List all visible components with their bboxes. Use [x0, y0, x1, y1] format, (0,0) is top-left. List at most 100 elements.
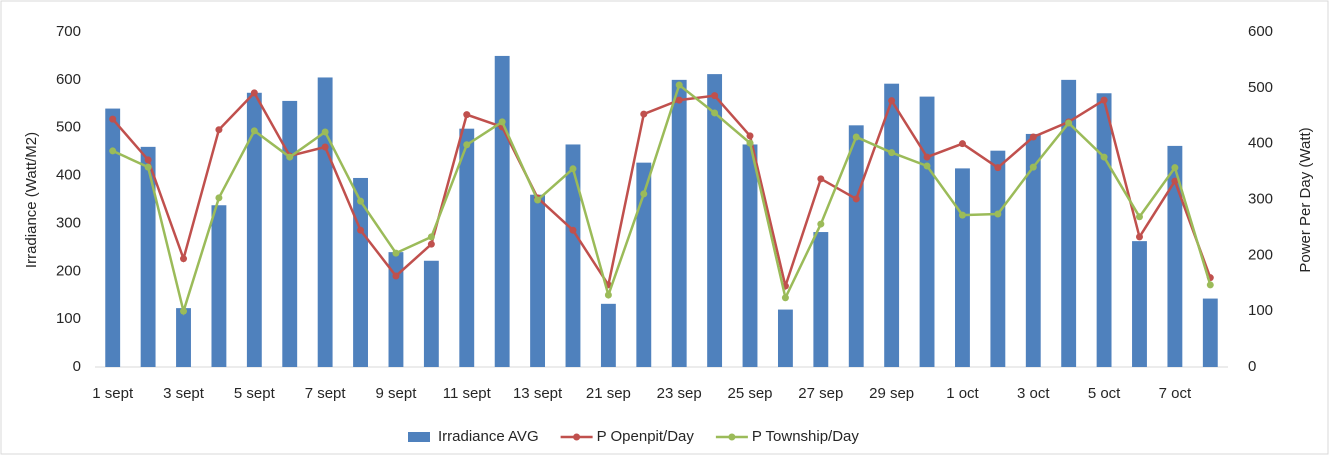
bar — [494, 55, 510, 368]
line-marker — [923, 153, 931, 161]
bar — [1025, 133, 1041, 367]
line-marker — [994, 210, 1002, 218]
line-marker — [1135, 213, 1143, 221]
line-marker — [675, 81, 683, 89]
line-marker — [250, 89, 258, 97]
bar — [530, 194, 546, 367]
line-marker — [852, 195, 860, 203]
bar — [282, 100, 298, 368]
line-marker — [357, 226, 365, 234]
line-marker — [640, 110, 648, 118]
y-tick-label: 200 — [56, 262, 81, 279]
line-marker — [215, 126, 223, 134]
y2-tick-label: 0 — [1248, 358, 1256, 375]
line-marker — [711, 92, 719, 100]
line-marker — [1065, 119, 1073, 127]
line-marker — [852, 133, 860, 141]
line-marker — [321, 143, 329, 151]
x-tick-label: 23 sep — [657, 385, 702, 402]
line-marker — [746, 139, 754, 147]
legend-swatch — [408, 432, 430, 442]
bar — [813, 232, 829, 367]
line-marker — [604, 291, 612, 299]
y-tick-label: 300 — [56, 214, 81, 231]
x-tick-label: 27 sep — [798, 385, 843, 402]
bar — [1096, 93, 1112, 367]
line-marker — [109, 147, 117, 155]
line-marker — [675, 96, 683, 104]
line-marker — [357, 197, 365, 205]
line-marker — [746, 132, 754, 140]
line-marker — [144, 156, 152, 164]
bar — [140, 146, 156, 367]
y-tick-label: 500 — [56, 119, 81, 136]
bar — [600, 303, 616, 367]
bar — [1061, 79, 1077, 367]
line-marker — [144, 163, 152, 171]
line-series — [112, 82, 1212, 316]
bar — [742, 144, 758, 367]
line-marker — [994, 164, 1002, 172]
line-marker — [180, 255, 188, 263]
legend-swatch — [728, 433, 736, 441]
x-tick-label: 11 sept — [443, 385, 492, 402]
line-marker — [569, 165, 577, 173]
legend-label: P Township/Day — [752, 428, 860, 445]
line-marker — [321, 128, 329, 136]
line-marker — [215, 194, 223, 202]
bar — [353, 177, 368, 367]
line-marker — [958, 140, 966, 148]
x-tick-label: 9 sept — [376, 385, 418, 402]
x-tick-label: 3 oct — [1017, 385, 1050, 402]
line-series — [111, 90, 1212, 291]
line-marker — [1206, 281, 1214, 289]
y2-axis-title: Power Per Day (Watt) — [1297, 127, 1314, 272]
y-tick-label: 700 — [56, 23, 81, 40]
line-marker — [781, 294, 789, 302]
bar — [955, 168, 970, 367]
line-marker — [1029, 133, 1037, 141]
line-marker — [1029, 163, 1037, 171]
y2-tick-label: 200 — [1248, 246, 1273, 263]
bar — [1167, 145, 1183, 367]
legend-label: Irradiance AVG — [438, 428, 539, 445]
bar — [105, 108, 121, 368]
x-tick-label: 7 sept — [305, 385, 347, 402]
line-marker — [958, 211, 966, 219]
bar — [176, 308, 191, 367]
x-tick-label: 1 sept — [92, 385, 134, 402]
x-tick-label: 21 sep — [586, 385, 631, 402]
bar — [919, 96, 935, 367]
line-marker — [1171, 177, 1179, 185]
y-tick-label: 100 — [56, 310, 81, 327]
bar — [211, 205, 227, 367]
y2-tick-label: 400 — [1248, 135, 1273, 152]
legend-label: P Openpit/Day — [597, 428, 695, 445]
line-marker — [463, 141, 471, 149]
y2-tick-label: 500 — [1248, 79, 1273, 96]
line-marker — [180, 307, 188, 315]
line-marker — [569, 226, 577, 234]
legend-swatch — [573, 433, 581, 441]
line-marker — [286, 153, 294, 161]
line-marker — [640, 190, 648, 198]
line-marker — [1100, 153, 1108, 161]
line-marker — [923, 162, 931, 170]
bar — [388, 252, 404, 367]
line-marker — [888, 97, 896, 105]
line-marker — [711, 109, 719, 117]
bar — [246, 92, 262, 368]
bar — [707, 74, 723, 367]
line-marker — [888, 149, 896, 157]
x-tick-label: 29 sep — [869, 385, 914, 402]
y2-tick-label: 300 — [1248, 190, 1273, 207]
x-tick-label: 25 sep — [727, 385, 772, 402]
line-marker — [1171, 164, 1179, 172]
x-tick-label: 7 oct — [1159, 385, 1192, 402]
bar — [777, 309, 793, 367]
line-marker — [463, 111, 471, 119]
line-marker — [1100, 96, 1108, 104]
line-marker — [427, 240, 435, 248]
bar — [990, 150, 1006, 367]
